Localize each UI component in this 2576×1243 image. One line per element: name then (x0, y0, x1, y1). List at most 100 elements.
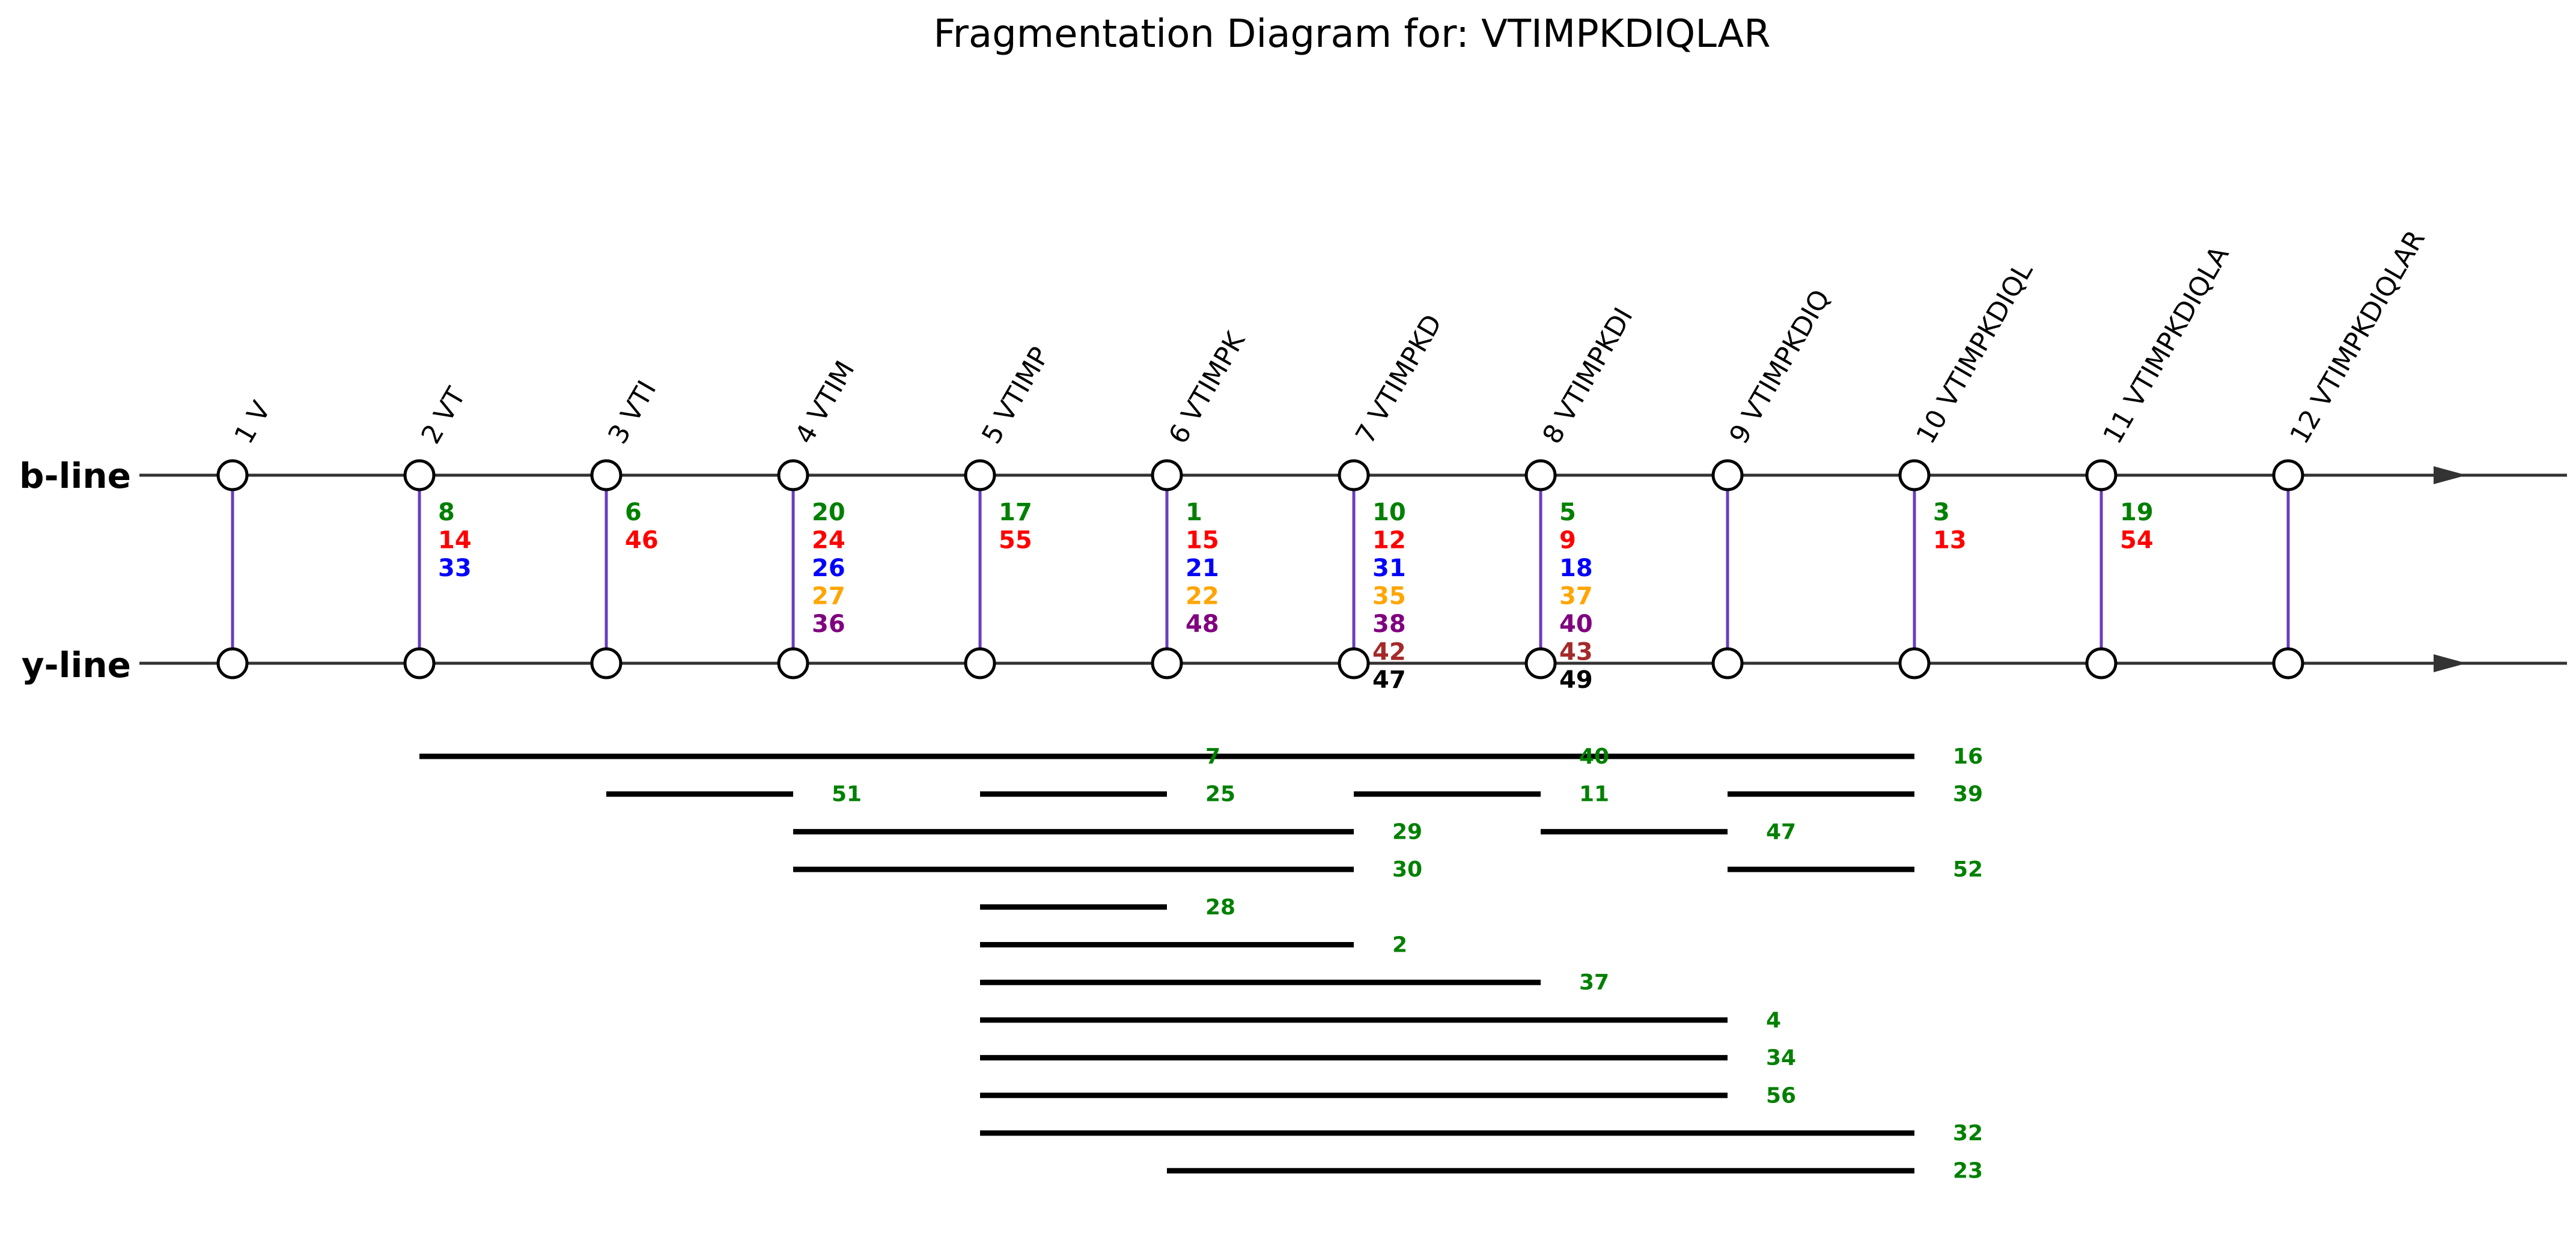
y-ion-node (1524, 647, 1557, 679)
b-line-arrowhead (2434, 466, 2467, 484)
ion-number-label: 13 (1933, 527, 1967, 555)
b-line-label: b-line (19, 455, 131, 496)
ion-number-label: 43 (1559, 639, 1593, 666)
ion-number-label: 36 (812, 610, 845, 638)
ion-number-label: 8 (438, 499, 455, 526)
ion-number-label: 26 (812, 555, 845, 582)
position-label: 3 VTI (602, 375, 662, 449)
ion-number-label: 20 (812, 499, 845, 526)
position-label: 12 VTIMPKDIQLAR (2284, 225, 2431, 449)
position-label: 5 VTIMP (976, 342, 1055, 449)
ion-number-label: 35 (1372, 583, 1406, 610)
y-ion-node (1338, 647, 1370, 679)
position-label: 11 VTIMPKDIQLA (2097, 241, 2235, 449)
ion-number-label: 1 (1186, 499, 1202, 526)
b-ion-node (1898, 459, 1931, 491)
position-label: 7 VTIMPKD (1350, 309, 1448, 449)
ion-number-label: 15 (1186, 527, 1219, 555)
ion-number-label: 46 (625, 527, 659, 555)
b-ion-node (1711, 459, 1744, 491)
fragment-label: 51 (832, 782, 862, 807)
ion-labels: 8143364620242627361755115212248101231353… (438, 499, 2154, 694)
fragment-label: 40 (1579, 744, 1609, 769)
position-label: 8 VTIMPKDI (1536, 303, 1639, 449)
fragment-label: 52 (1953, 857, 1983, 882)
b-ion-node (2085, 459, 2118, 491)
ion-number-label: 14 (438, 527, 472, 555)
position-labels: 1 V 2 VT 3 VTI 4 VTIM 5 VTIMP 6 VTIMPK 7 VTIMP… (228, 225, 2431, 449)
y-ion-node (216, 647, 249, 679)
ion-number-label: 48 (1186, 610, 1219, 638)
ion-number-label: 33 (438, 555, 472, 582)
y-ion-node (403, 647, 436, 679)
y-ion-node (1898, 647, 1931, 679)
ion-number-label: 24 (812, 527, 845, 555)
fragment-label: 39 (1953, 782, 1983, 807)
position-label: 2 VT (415, 382, 472, 449)
ion-number-label: 3 (1933, 499, 1950, 526)
ion-number-label: 49 (1559, 666, 1593, 694)
ion-number-label: 55 (999, 527, 1032, 555)
b-ion-node (590, 459, 623, 491)
y-ion-node (964, 647, 996, 679)
fragment-label: 29 (1392, 819, 1422, 844)
fragment-label: 25 (1205, 782, 1235, 807)
ion-number-label: 5 (1559, 499, 1576, 526)
y-line-label: y-line (22, 645, 131, 685)
ion-number-label: 9 (1559, 527, 1576, 555)
b-ion-node (1151, 459, 1183, 491)
diagram-title: Fragmentation Diagram for: VTIMPKDIQLAR (933, 12, 1770, 56)
ion-number-label: 22 (1186, 583, 1219, 610)
ion-number-label: 19 (2120, 499, 2154, 526)
ion-number-label: 37 (1559, 583, 1593, 610)
b-ion-node (1338, 459, 1370, 491)
b-ion-node (964, 459, 996, 491)
b-ion-node (216, 459, 249, 491)
ion-number-label: 47 (1372, 666, 1406, 694)
ion-number-label: 21 (1186, 555, 1219, 582)
y-ion-node (1711, 647, 1744, 679)
fragment-bars: 7 40 16 51 25 11 39 29 47 30 52 28 2 37 4 34 56 32 23 (419, 744, 1983, 1184)
y-ion-node (2272, 647, 2304, 679)
y-ion-node (777, 647, 809, 679)
fragment-label: 28 (1205, 895, 1235, 920)
position-label: 10 VTIMPKDIQL (1910, 257, 2039, 449)
fragment-label: 7 (1205, 744, 1220, 769)
position-label: 9 VTIMPKDIQ (1723, 285, 1836, 449)
y-ion-node (1151, 647, 1183, 679)
fragment-label: 30 (1392, 857, 1422, 882)
ion-number-label: 6 (625, 499, 642, 526)
fragment-label: 11 (1579, 782, 1609, 807)
b-ion-node (777, 459, 809, 491)
b-ion-node (2272, 459, 2304, 491)
y-ion-node (2085, 647, 2118, 679)
ion-number-label: 38 (1372, 610, 1406, 638)
position-nodes (216, 459, 2304, 679)
fragment-label: 34 (1766, 1046, 1796, 1071)
fragment-label: 37 (1579, 970, 1609, 995)
b-ion-node (1524, 459, 1557, 491)
position-label: 1 V (228, 397, 276, 449)
ion-number-label: 17 (999, 499, 1032, 526)
fragment-label: 47 (1766, 819, 1796, 844)
y-line-arrowhead (2434, 654, 2467, 672)
position-label: 4 VTIM (789, 356, 860, 449)
fragment-label: 32 (1953, 1121, 1983, 1146)
fragment-label: 23 (1953, 1159, 1983, 1184)
fragment-label: 16 (1953, 744, 1983, 769)
ion-number-label: 10 (1372, 499, 1406, 526)
ion-number-label: 40 (1559, 610, 1593, 638)
ion-number-label: 27 (812, 583, 845, 610)
y-ion-node (590, 647, 623, 679)
fragment-label: 56 (1766, 1083, 1796, 1108)
position-label: 6 VTIMPK (1163, 326, 1251, 449)
ion-number-label: 54 (2120, 527, 2154, 555)
fragment-label: 4 (1766, 1008, 1781, 1033)
fragment-label: 2 (1392, 933, 1407, 958)
ion-number-label: 42 (1372, 639, 1406, 666)
connector-lines (231, 490, 2290, 649)
ion-number-label: 12 (1372, 527, 1406, 555)
ion-number-label: 31 (1372, 555, 1406, 582)
ion-number-label: 18 (1559, 555, 1593, 582)
